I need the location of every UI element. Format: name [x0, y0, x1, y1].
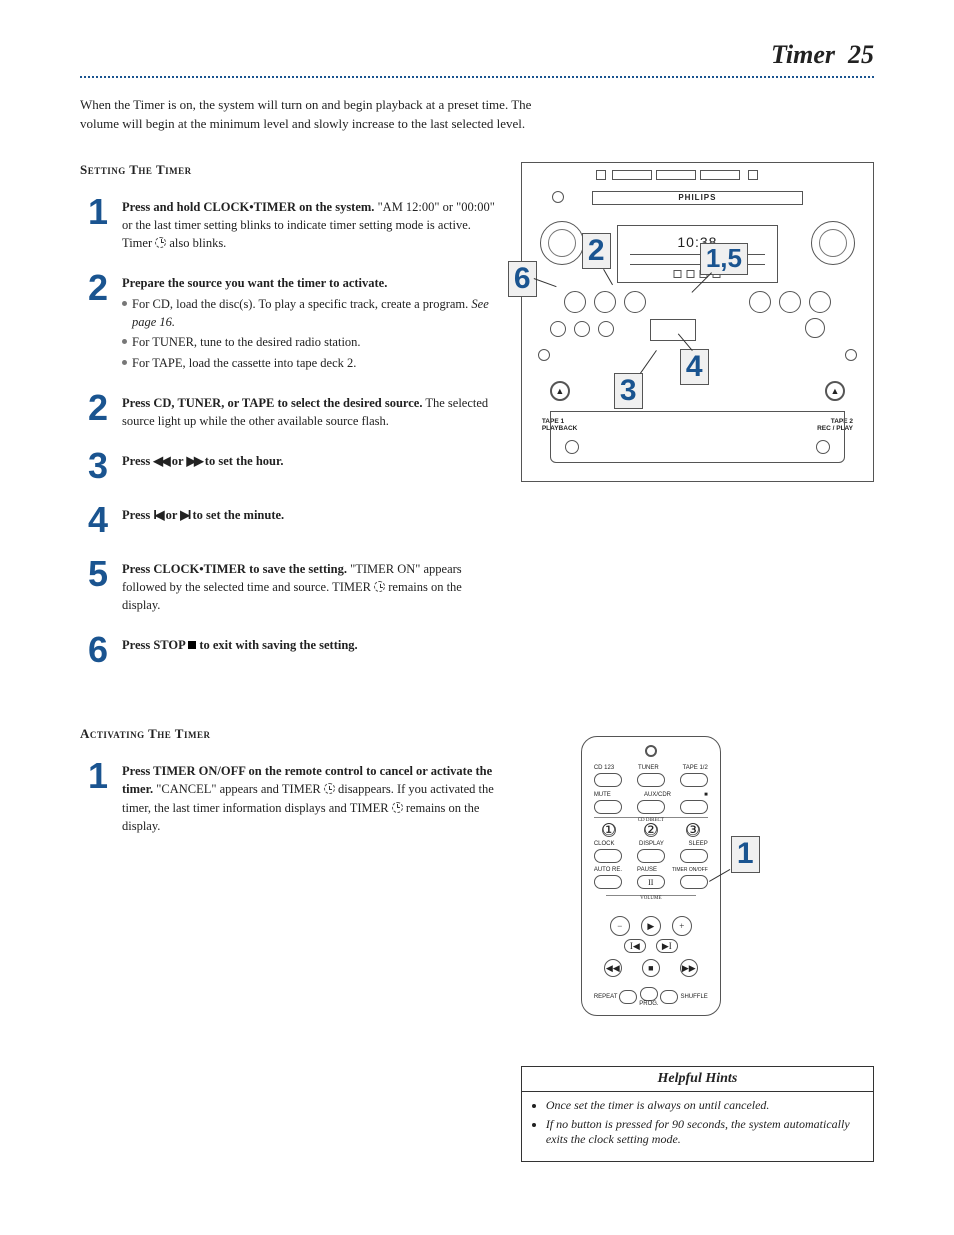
- step-text: to exit with saving the setting.: [196, 638, 357, 652]
- step-row: 2 Prepare the source you want the timer …: [80, 270, 501, 372]
- hint-item: Once set the timer is always on until ca…: [546, 1098, 863, 1113]
- section-activating-timer: Activating The Timer 1 Press TIMER ON/OF…: [80, 726, 874, 1162]
- header-title: Timer: [771, 40, 835, 69]
- rewind-icon: ◀◀: [153, 454, 168, 468]
- step-body: Press I◀ or ▶I to set the minute.: [122, 502, 284, 524]
- bullet-list: For CD, load the disc(s). To play a spec…: [122, 295, 501, 372]
- bullet-text: For CD, load the disc(s). To play a spec…: [132, 297, 471, 311]
- bullet-text: For TUNER, tune to the desired radio sta…: [132, 333, 361, 351]
- helpful-hints-box: Helpful Hints Once set the timer is alwa…: [521, 1066, 874, 1162]
- step-bold: Press CLOCK•TIMER to save the setting.: [122, 562, 347, 576]
- stereo-system-illustration: PHILIPS 10:38: [521, 162, 874, 482]
- step-number: 4: [80, 502, 108, 538]
- step-text: or: [162, 508, 180, 522]
- step-text: to set the minute.: [189, 508, 284, 522]
- step-number: 1: [80, 194, 108, 230]
- bullet-text: For TAPE, load the cassette into tape de…: [132, 354, 356, 372]
- callout-3: 3: [614, 373, 643, 410]
- step-number: 2: [80, 270, 108, 306]
- callout-1-5: 1,5: [700, 243, 748, 275]
- step-text: Press: [122, 508, 153, 522]
- step-bold: Press and hold CLOCK•TIMER on the system…: [122, 200, 374, 214]
- forward-icon: ▶▶: [186, 454, 201, 468]
- callout-6: 6: [508, 261, 537, 298]
- intro-paragraph: When the Timer is on, the system will tu…: [80, 96, 541, 134]
- step-text: to set the hour.: [202, 454, 284, 468]
- step-body: Press CLOCK•TIMER to save the setting. "…: [122, 556, 501, 614]
- step-body: Press TIMER ON/OFF on the remote control…: [122, 758, 501, 835]
- step-number: 3: [80, 448, 108, 484]
- step-number: 6: [80, 632, 108, 668]
- section-setting-timer: Setting The Timer 1 Press and hold CLOCK…: [80, 162, 874, 687]
- step-bold: Press CD, TUNER, or TAPE to select the d…: [122, 396, 422, 410]
- step-body: Press and hold CLOCK•TIMER on the system…: [122, 194, 501, 252]
- step-row: 6 Press STOP to exit with saving the set…: [80, 632, 501, 668]
- step-text: Press: [122, 454, 153, 468]
- timer-clock-icon: [155, 237, 166, 248]
- step-row: 1 Press TIMER ON/OFF on the remote contr…: [80, 758, 501, 835]
- device-display: 10:38: [617, 225, 778, 283]
- step-text: or: [169, 454, 187, 468]
- step-body: Prepare the source you want the timer to…: [122, 270, 501, 372]
- step-row: 2 Press CD, TUNER, or TAPE to select the…: [80, 390, 501, 430]
- step-body: Press STOP to exit with saving the setti…: [122, 632, 358, 654]
- bullet-icon: [122, 301, 127, 306]
- step-text: also blinks.: [166, 236, 226, 250]
- section-heading-2: Activating The Timer: [80, 726, 501, 742]
- callout-4: 4: [680, 349, 709, 386]
- section-heading-1: Setting The Timer: [80, 162, 501, 178]
- hints-title: Helpful Hints: [522, 1067, 873, 1092]
- step-text: "CANCEL" appears and TIMER: [153, 782, 324, 796]
- bullet-icon: [122, 360, 127, 365]
- step-row: 3 Press ◀◀ or ▶▶ to set the hour.: [80, 448, 501, 484]
- header-page-num: 25: [848, 40, 874, 69]
- step-number: 2: [80, 390, 108, 426]
- device-brand: PHILIPS: [678, 193, 716, 202]
- step-bold: Prepare the source you want the timer to…: [122, 276, 387, 290]
- step-body: Press ◀◀ or ▶▶ to set the hour.: [122, 448, 284, 470]
- step-row: 4 Press I◀ or ▶I to set the minute.: [80, 502, 501, 538]
- timer-clock-icon: [374, 581, 385, 592]
- bullet-icon: [122, 339, 127, 344]
- timer-clock-icon: [324, 783, 335, 794]
- callout-2: 2: [582, 233, 611, 270]
- hint-item: If no button is pressed for 90 seconds, …: [546, 1117, 863, 1147]
- remote-callout-1: 1: [731, 836, 760, 873]
- remote-control-illustration: CD 123TUNERTAPE 1/2 MUTEAUX/CDR■ CD DIRE…: [521, 736, 874, 1036]
- step-number: 5: [80, 556, 108, 592]
- step-text: Press STOP: [122, 638, 188, 652]
- page-header: Timer 25: [80, 40, 874, 78]
- step-number: 1: [80, 758, 108, 794]
- step-row: 1 Press and hold CLOCK•TIMER on the syst…: [80, 194, 501, 252]
- timer-clock-icon: [392, 802, 403, 813]
- step-body: Press CD, TUNER, or TAPE to select the d…: [122, 390, 501, 430]
- step-row: 5 Press CLOCK•TIMER to save the setting.…: [80, 556, 501, 614]
